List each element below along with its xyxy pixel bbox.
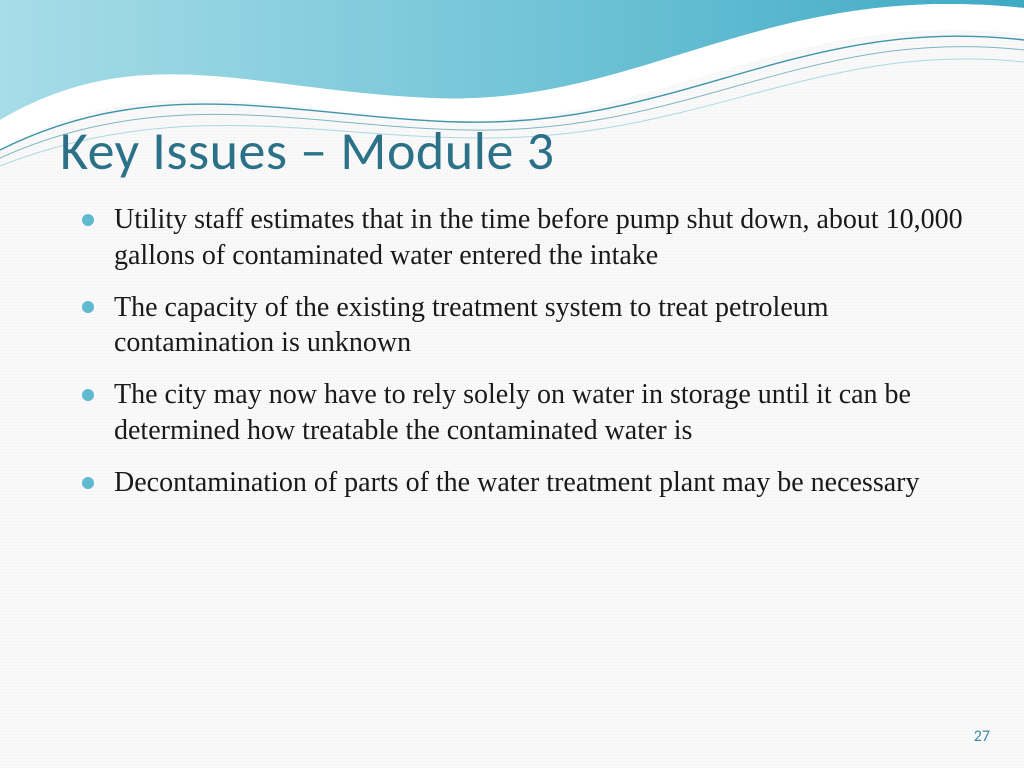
page-number: 27: [974, 727, 990, 746]
list-item: The capacity of the existing treatment s…: [82, 290, 964, 362]
bullet-text: Decontamination of parts of the water tr…: [114, 467, 919, 498]
bullet-text: The city may now have to rely solely on …: [114, 379, 911, 446]
bullet-text: Utility staff estimates that in the time…: [114, 204, 963, 271]
bullet-list: Utility staff estimates that in the time…: [82, 202, 964, 501]
list-item: Utility staff estimates that in the time…: [82, 202, 964, 274]
list-item: Decontamination of parts of the water tr…: [82, 465, 964, 501]
list-item: The city may now have to rely solely on …: [82, 377, 964, 449]
slide-title: Key Issues – Module 3: [60, 118, 964, 184]
slide: Key Issues – Module 3 Utility staff esti…: [0, 0, 1024, 768]
bullet-text: The capacity of the existing treatment s…: [114, 292, 829, 359]
